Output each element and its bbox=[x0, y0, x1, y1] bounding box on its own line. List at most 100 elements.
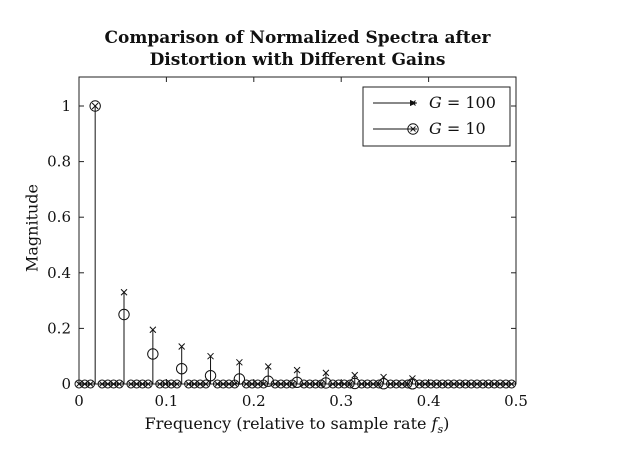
g100-marker bbox=[351, 371, 359, 379]
baseline-x-marker bbox=[376, 381, 382, 387]
g100-marker bbox=[207, 352, 214, 360]
baseline-x-marker bbox=[289, 381, 296, 387]
baseline-circle-marker bbox=[276, 379, 286, 389]
legend-g10-inner-marker bbox=[410, 126, 416, 132]
x-axis-label-symbol: f bbox=[431, 414, 438, 433]
baseline-circle-marker bbox=[334, 379, 344, 389]
baseline-x-marker-stroke-b bbox=[289, 381, 296, 387]
baseline-circle-marker bbox=[195, 379, 205, 389]
baseline-x-marker-stroke-b bbox=[404, 381, 411, 387]
baseline-circle-marker bbox=[345, 379, 355, 389]
baseline-circle-marker bbox=[109, 379, 119, 389]
g10-marker bbox=[118, 308, 130, 321]
baseline-circle-marker bbox=[299, 379, 309, 389]
baseline-circle-marker bbox=[374, 379, 384, 389]
baseline-circle-marker bbox=[282, 379, 292, 389]
g100-marker-stroke-b bbox=[120, 288, 128, 296]
baseline-circle-marker bbox=[270, 379, 280, 389]
baseline-circle-marker bbox=[86, 379, 96, 389]
x-tick-label: 0.1 bbox=[154, 392, 178, 410]
legend-label: G = 10 bbox=[429, 119, 486, 138]
baseline-circle-marker bbox=[449, 379, 459, 389]
baseline-circle-marker bbox=[305, 379, 315, 389]
baseline-circle-marker bbox=[230, 379, 240, 389]
g100-marker-stroke-b bbox=[236, 358, 243, 366]
baseline-circle-marker bbox=[166, 379, 176, 389]
legend-g100-marker bbox=[410, 100, 416, 106]
x-tick-label: 0.2 bbox=[242, 392, 266, 410]
baseline-x-marker-stroke-b bbox=[174, 381, 180, 387]
y-tick-label: 0.8 bbox=[47, 153, 71, 171]
legend-label-value: = 10 bbox=[442, 119, 486, 138]
legend-box bbox=[362, 86, 511, 147]
baseline-circle-marker bbox=[339, 379, 349, 389]
baseline-circle-marker bbox=[80, 379, 90, 389]
baseline-x-marker-stroke-b bbox=[508, 381, 515, 387]
y-tick-label: 0.2 bbox=[47, 319, 71, 337]
g100-marker bbox=[264, 363, 272, 370]
baseline-x-marker bbox=[116, 381, 123, 387]
baseline-circle-marker bbox=[218, 379, 228, 389]
baseline-circle-marker bbox=[287, 379, 297, 389]
baseline-circle-marker bbox=[414, 379, 424, 389]
baseline-circle-marker bbox=[472, 379, 482, 389]
x-axis-label: Frequency (relative to sample rate fs) bbox=[145, 414, 450, 436]
baseline-circle-marker bbox=[455, 379, 465, 389]
baseline-circle-marker bbox=[126, 379, 136, 389]
baseline-circle-marker bbox=[403, 379, 413, 389]
baseline-circle-marker bbox=[97, 379, 107, 389]
baseline-x-marker-stroke-b bbox=[145, 381, 152, 387]
g100-marker bbox=[293, 366, 301, 374]
baseline-circle-marker bbox=[426, 379, 436, 389]
baseline-x-marker bbox=[508, 381, 515, 387]
baseline-x-marker bbox=[174, 381, 180, 387]
g100-marker-stroke-b bbox=[149, 326, 157, 334]
baseline-circle-marker bbox=[316, 379, 326, 389]
x-tick-label: 0.5 bbox=[504, 392, 528, 410]
y-tick-label: 0.6 bbox=[47, 208, 71, 226]
g100-marker bbox=[120, 288, 128, 296]
baseline-x-marker-stroke-b bbox=[116, 381, 123, 387]
baseline-circle-marker bbox=[437, 379, 447, 389]
baseline-circle-marker bbox=[460, 379, 470, 389]
baseline-x-marker-stroke-b bbox=[231, 381, 238, 387]
g10-marker bbox=[204, 369, 217, 382]
y-tick-label: 1 bbox=[61, 97, 71, 115]
baseline-circle-marker bbox=[74, 379, 84, 389]
baseline-circle-marker bbox=[420, 379, 430, 389]
stems bbox=[89, 100, 419, 390]
g100-marker bbox=[91, 102, 99, 110]
y-tick-label: 0 bbox=[61, 375, 71, 393]
baseline-circle-marker bbox=[495, 379, 505, 389]
baseline-x-marker-stroke-b bbox=[376, 381, 382, 387]
baseline-markers bbox=[74, 379, 517, 389]
baseline-circle-marker bbox=[103, 379, 113, 389]
g10-marker bbox=[175, 363, 188, 375]
baseline-circle-marker bbox=[507, 379, 517, 389]
legend-g10-marker bbox=[407, 123, 419, 135]
legend-g100-marker-stroke-b bbox=[410, 100, 416, 106]
legend-label-symbol: G bbox=[429, 93, 442, 112]
baseline-circle-marker bbox=[362, 379, 372, 389]
baseline-circle-marker bbox=[201, 379, 211, 389]
baseline-circle-marker bbox=[137, 379, 147, 389]
baseline-circle-marker bbox=[489, 379, 499, 389]
g100-marker-stroke-b bbox=[264, 363, 272, 370]
baseline-circle-marker bbox=[184, 379, 194, 389]
baseline-x-marker bbox=[203, 381, 209, 387]
baseline-x-marker bbox=[260, 381, 267, 387]
baseline-x-marker bbox=[231, 381, 238, 387]
baseline-circle-marker bbox=[224, 379, 234, 389]
x-tick-label: 0.3 bbox=[329, 392, 353, 410]
baseline-circle-marker bbox=[259, 379, 269, 389]
baseline-circle-marker bbox=[385, 379, 395, 389]
baseline-circle-marker bbox=[143, 379, 153, 389]
x-tick-label: 0.4 bbox=[417, 392, 441, 410]
baseline-x-marker-stroke-b bbox=[318, 381, 325, 387]
x-axis-label-subscript: s bbox=[437, 423, 444, 437]
g100-marker-stroke-b bbox=[91, 102, 99, 110]
g100-marker-stroke-b bbox=[351, 371, 359, 379]
baseline-circle-marker bbox=[328, 379, 338, 389]
